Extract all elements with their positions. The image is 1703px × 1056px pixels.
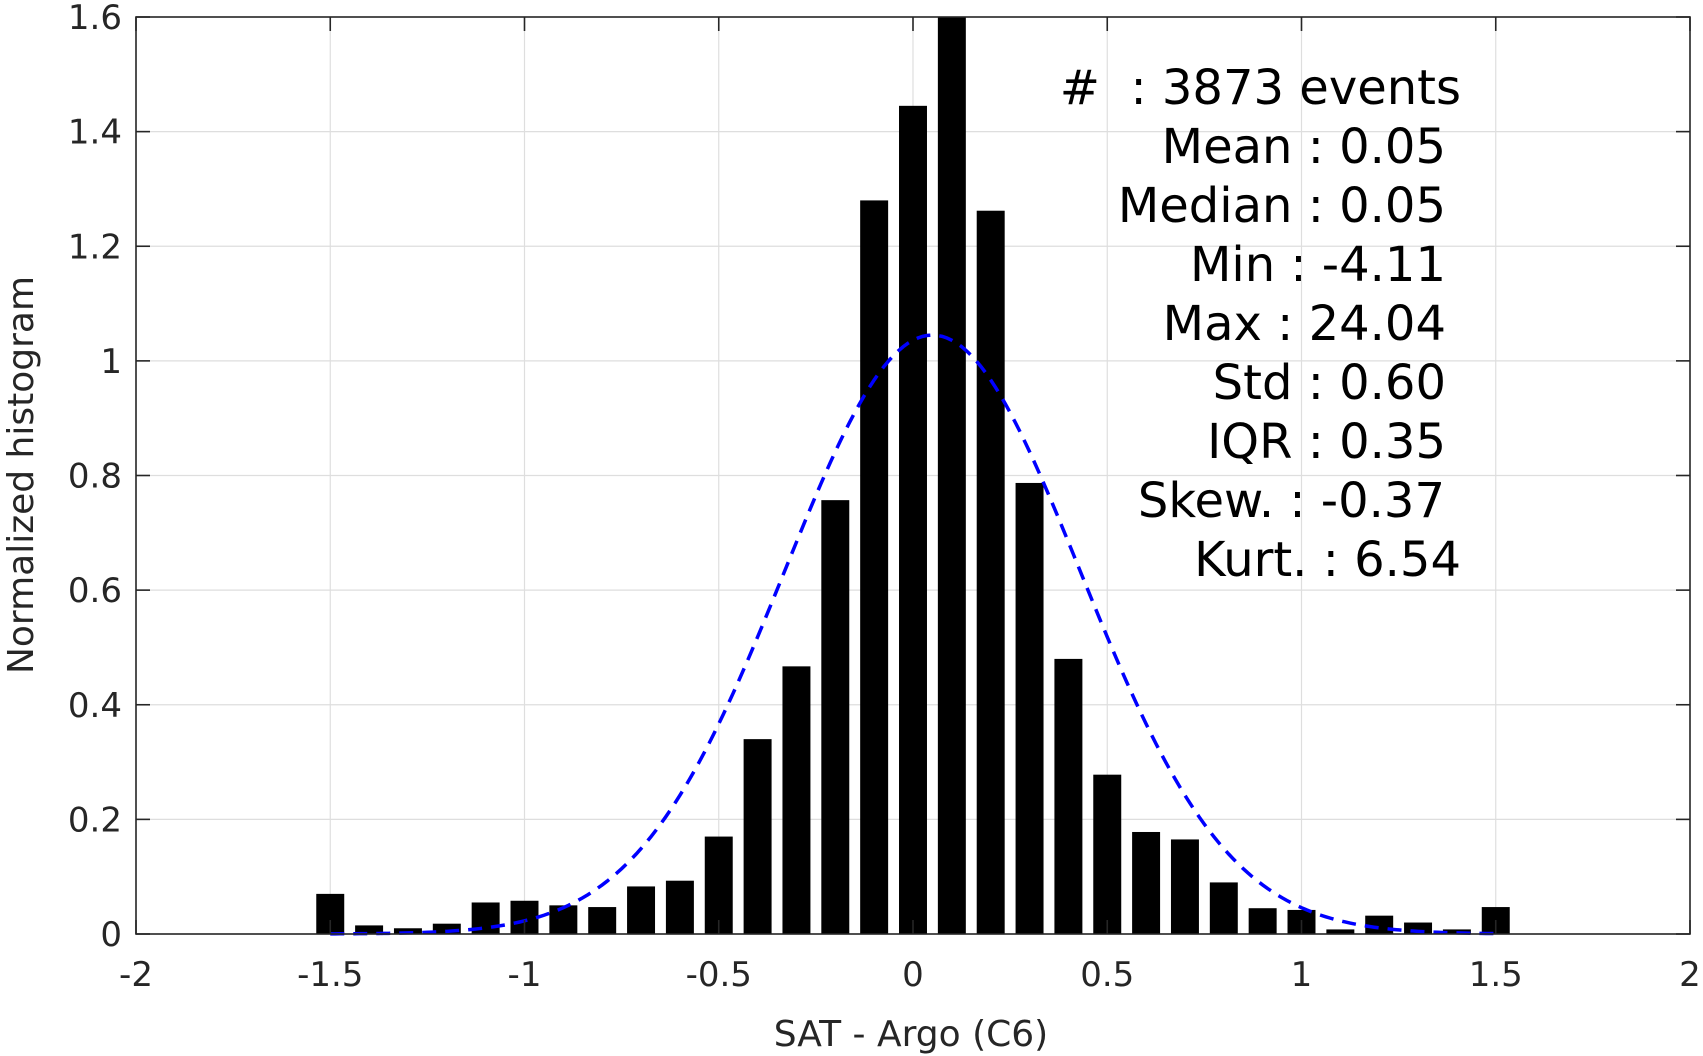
- histogram-bar: [355, 925, 384, 934]
- y-tick-label: 0.4: [68, 686, 122, 726]
- histogram-bar: [549, 905, 578, 934]
- x-tick-label: -1.5: [297, 955, 363, 995]
- y-tick-labels: 0 0.2 0.4 0.6 0.8 1 1.2 1.4 1.6: [68, 0, 122, 955]
- stat-line: Mean : 0.05: [1162, 119, 1446, 175]
- histogram-bar: [1015, 482, 1044, 934]
- histogram-bar: [743, 739, 772, 934]
- histogram-bar: [704, 836, 733, 934]
- histogram-bar: [1093, 774, 1122, 934]
- stat-line: Median : 0.05: [1118, 178, 1446, 234]
- stat-line: IQR : 0.35: [1207, 414, 1446, 470]
- histogram-bar: [937, 17, 966, 934]
- stat-line: Skew. : -0.37: [1138, 473, 1445, 529]
- histogram-bar: [1248, 908, 1277, 934]
- x-tick-label: 1: [1291, 955, 1313, 995]
- x-tick-label: 0.5: [1080, 955, 1134, 995]
- histogram-bar: [588, 907, 617, 934]
- histogram-bar: [627, 886, 656, 934]
- histogram-bar: [1170, 839, 1199, 934]
- histogram-bar: [1404, 922, 1433, 934]
- y-tick-label: 0.6: [68, 571, 122, 611]
- y-tick-label: 0: [100, 915, 122, 955]
- histogram-bar: [1209, 882, 1238, 934]
- x-tick-label: -1: [508, 955, 542, 995]
- x-tick-label: 2: [1679, 955, 1701, 995]
- stat-line: Kurt. : 6.54: [1194, 532, 1461, 588]
- y-tick-label: 0.8: [68, 457, 122, 497]
- y-tick-label: 1.6: [68, 0, 122, 38]
- x-tick-label: 1.5: [1469, 955, 1523, 995]
- axis-ticks: [135, 16, 1691, 935]
- histogram-bar: [899, 105, 927, 935]
- histogram-bar: [1054, 658, 1083, 934]
- y-tick-label: 1.4: [68, 113, 122, 153]
- x-tick-labels: -2 -1.5 -1 -0.5 0 0.5 1 1.5 2: [119, 955, 1701, 995]
- stat-line: Min : -4.11: [1190, 237, 1446, 293]
- x-tick-label: -2: [119, 955, 153, 995]
- y-axis-label: Normalized histogram: [1, 276, 42, 674]
- histogram-bar: [1365, 915, 1394, 934]
- histogram-bar: [821, 500, 850, 934]
- histogram-bar: [1132, 831, 1161, 934]
- stat-line: Max : 24.04: [1163, 296, 1446, 352]
- histogram-bar: [860, 200, 889, 934]
- x-tick-label: 0: [902, 955, 924, 995]
- histogram-bar: [976, 210, 1005, 934]
- histogram-bar: [782, 666, 811, 934]
- stat-line: # : 3873 events: [1060, 60, 1461, 116]
- y-tick-label: 0.2: [68, 800, 122, 840]
- y-tick-label: 1.2: [68, 227, 122, 267]
- histogram-bar: [432, 923, 461, 934]
- stat-line: Std : 0.60: [1213, 355, 1446, 411]
- y-tick-label: 1: [100, 342, 122, 382]
- histogram-bar: [393, 928, 422, 934]
- histogram-bar: [1326, 929, 1355, 934]
- histogram-bar: [665, 880, 694, 934]
- x-axis-label: SAT - Argo (C6): [774, 1014, 1048, 1055]
- x-tick-label: -0.5: [686, 955, 752, 995]
